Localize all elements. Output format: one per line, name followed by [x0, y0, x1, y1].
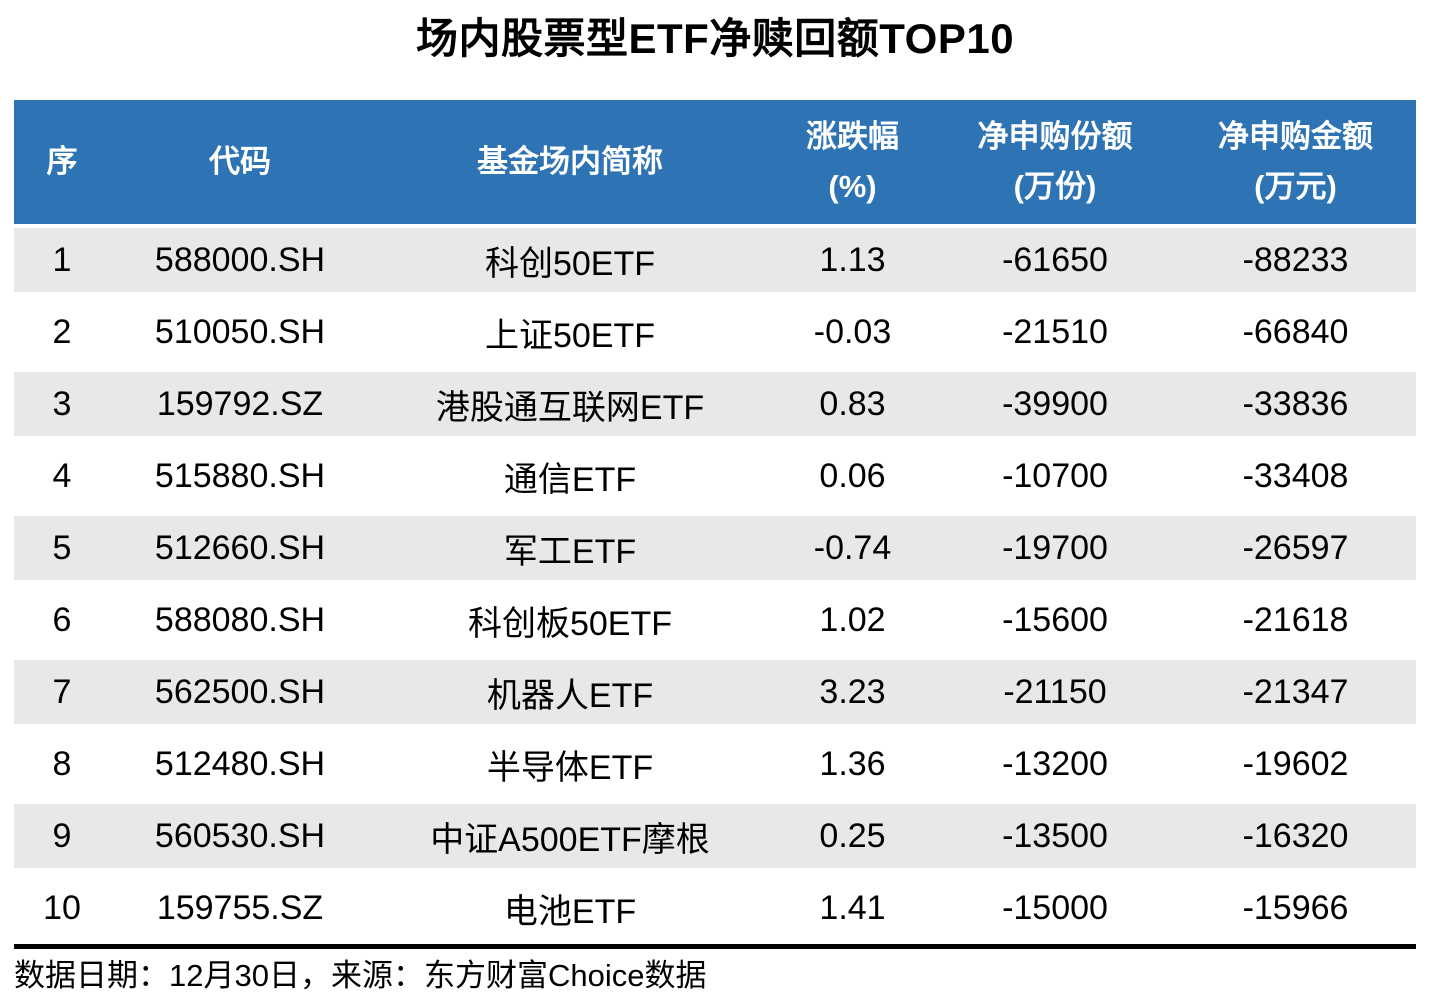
header-label: 净申购份额: [977, 119, 1133, 155]
cell-net-shares: -19700: [935, 512, 1175, 584]
cell-rank: 10: [14, 872, 110, 944]
cell-net-shares: -15600: [935, 584, 1175, 656]
cell-fund-name: 通信ETF: [370, 440, 770, 512]
header-label: 序: [46, 144, 78, 180]
cell-change-pct: 0.83: [770, 368, 935, 440]
header-label: 代码: [209, 144, 271, 180]
header-label: 净申购金额: [1218, 119, 1373, 155]
cell-change-pct: 1.13: [770, 224, 935, 296]
table-header-row: 序 代码 基金场内简称 涨跌幅 (%) 净申购份额 (万份): [14, 100, 1416, 224]
cell-change-pct: 0.06: [770, 440, 935, 512]
cell-net-shares: -15000: [935, 872, 1175, 944]
header-cell-code: 代码: [110, 100, 370, 224]
cell-fund-name: 机器人ETF: [370, 656, 770, 728]
cell-change-pct: -0.03: [770, 296, 935, 368]
cell-code: 560530.SH: [110, 800, 370, 872]
cell-fund-name: 科创板50ETF: [370, 584, 770, 656]
cell-rank: 8: [14, 728, 110, 800]
cell-net-shares: -21150: [935, 656, 1175, 728]
header-cell-name: 基金场内简称: [370, 100, 770, 224]
cell-change-pct: -0.74: [770, 512, 935, 584]
cell-net-amount: -88233: [1175, 224, 1416, 296]
cell-rank: 2: [14, 296, 110, 368]
header-cell-rank: 序: [14, 100, 110, 224]
cell-change-pct: 0.25: [770, 800, 935, 872]
table-row: 3 159792.SZ 港股通互联网ETF 0.83 -39900 -33836: [14, 368, 1416, 440]
table-row: 6 588080.SH 科创板50ETF 1.02 -15600 -21618: [14, 584, 1416, 656]
cell-rank: 6: [14, 584, 110, 656]
cell-net-amount: -33408: [1175, 440, 1416, 512]
cell-code: 159792.SZ: [110, 368, 370, 440]
cell-net-amount: -15966: [1175, 872, 1416, 944]
cell-net-shares: -21510: [935, 296, 1175, 368]
header-unit: (万元): [1254, 169, 1337, 204]
header-unit: (%): [828, 169, 877, 204]
header-label: 涨跌幅: [806, 119, 899, 155]
cell-fund-name: 中证A500ETF摩根: [370, 800, 770, 872]
table-row: 7 562500.SH 机器人ETF 3.23 -21150 -21347: [14, 656, 1416, 728]
cell-net-shares: -10700: [935, 440, 1175, 512]
cell-net-shares: -13500: [935, 800, 1175, 872]
cell-code: 512660.SH: [110, 512, 370, 584]
table-row: 8 512480.SH 半导体ETF 1.36 -13200 -19602: [14, 728, 1416, 800]
cell-code: 515880.SH: [110, 440, 370, 512]
cell-net-shares: -39900: [935, 368, 1175, 440]
cell-rank: 1: [14, 224, 110, 296]
cell-fund-name: 上证50ETF: [370, 296, 770, 368]
table-row: 4 515880.SH 通信ETF 0.06 -10700 -33408: [14, 440, 1416, 512]
header-unit: (万份): [1013, 169, 1097, 204]
table-row: 5 512660.SH 军工ETF -0.74 -19700 -26597: [14, 512, 1416, 584]
cell-change-pct: 1.02: [770, 584, 935, 656]
cell-fund-name: 电池ETF: [370, 872, 770, 944]
cell-code: 512480.SH: [110, 728, 370, 800]
etf-table: 序 代码 基金场内简称 涨跌幅 (%) 净申购份额 (万份): [14, 100, 1416, 944]
cell-rank: 7: [14, 656, 110, 728]
cell-rank: 9: [14, 800, 110, 872]
page-title: 场内股票型ETF净赎回额TOP10: [415, 15, 1015, 62]
table-bottom-rule: [14, 944, 1416, 949]
table-row: 10 159755.SZ 电池ETF 1.41 -15000 -15966: [14, 872, 1416, 944]
cell-net-amount: -26597: [1175, 512, 1416, 584]
cell-rank: 3: [14, 368, 110, 440]
cell-net-shares: -13200: [935, 728, 1175, 800]
cell-change-pct: 3.23: [770, 656, 935, 728]
cell-net-amount: -21618: [1175, 584, 1416, 656]
cell-fund-name: 港股通互联网ETF: [370, 368, 770, 440]
cell-change-pct: 1.41: [770, 872, 935, 944]
cell-fund-name: 科创50ETF: [370, 224, 770, 296]
cell-net-amount: -33836: [1175, 368, 1416, 440]
cell-net-shares: -61650: [935, 224, 1175, 296]
header-cell-net-shares: 净申购份额 (万份): [935, 100, 1175, 224]
header-cell-change: 涨跌幅 (%): [770, 100, 935, 224]
cell-code: 562500.SH: [110, 656, 370, 728]
cell-fund-name: 军工ETF: [370, 512, 770, 584]
cell-net-amount: -21347: [1175, 656, 1416, 728]
cell-net-amount: -66840: [1175, 296, 1416, 368]
cell-net-amount: -19602: [1175, 728, 1416, 800]
header-cell-net-amount: 净申购金额 (万元): [1175, 100, 1416, 224]
cell-code: 159755.SZ: [110, 872, 370, 944]
cell-code: 588000.SH: [110, 224, 370, 296]
cell-code: 588080.SH: [110, 584, 370, 656]
cell-change-pct: 1.36: [770, 728, 935, 800]
table-row: 1 588000.SH 科创50ETF 1.13 -61650 -88233: [14, 224, 1416, 296]
cell-rank: 4: [14, 440, 110, 512]
header-label: 基金场内简称: [477, 144, 663, 180]
table-row: 9 560530.SH 中证A500ETF摩根 0.25 -13500 -163…: [14, 800, 1416, 872]
table-row: 2 510050.SH 上证50ETF -0.03 -21510 -66840: [14, 296, 1416, 368]
cell-fund-name: 半导体ETF: [370, 728, 770, 800]
data-source-note: 数据日期：12月30日，来源：东方财富Choice数据: [14, 958, 707, 993]
cell-code: 510050.SH: [110, 296, 370, 368]
cell-net-amount: -16320: [1175, 800, 1416, 872]
cell-rank: 5: [14, 512, 110, 584]
